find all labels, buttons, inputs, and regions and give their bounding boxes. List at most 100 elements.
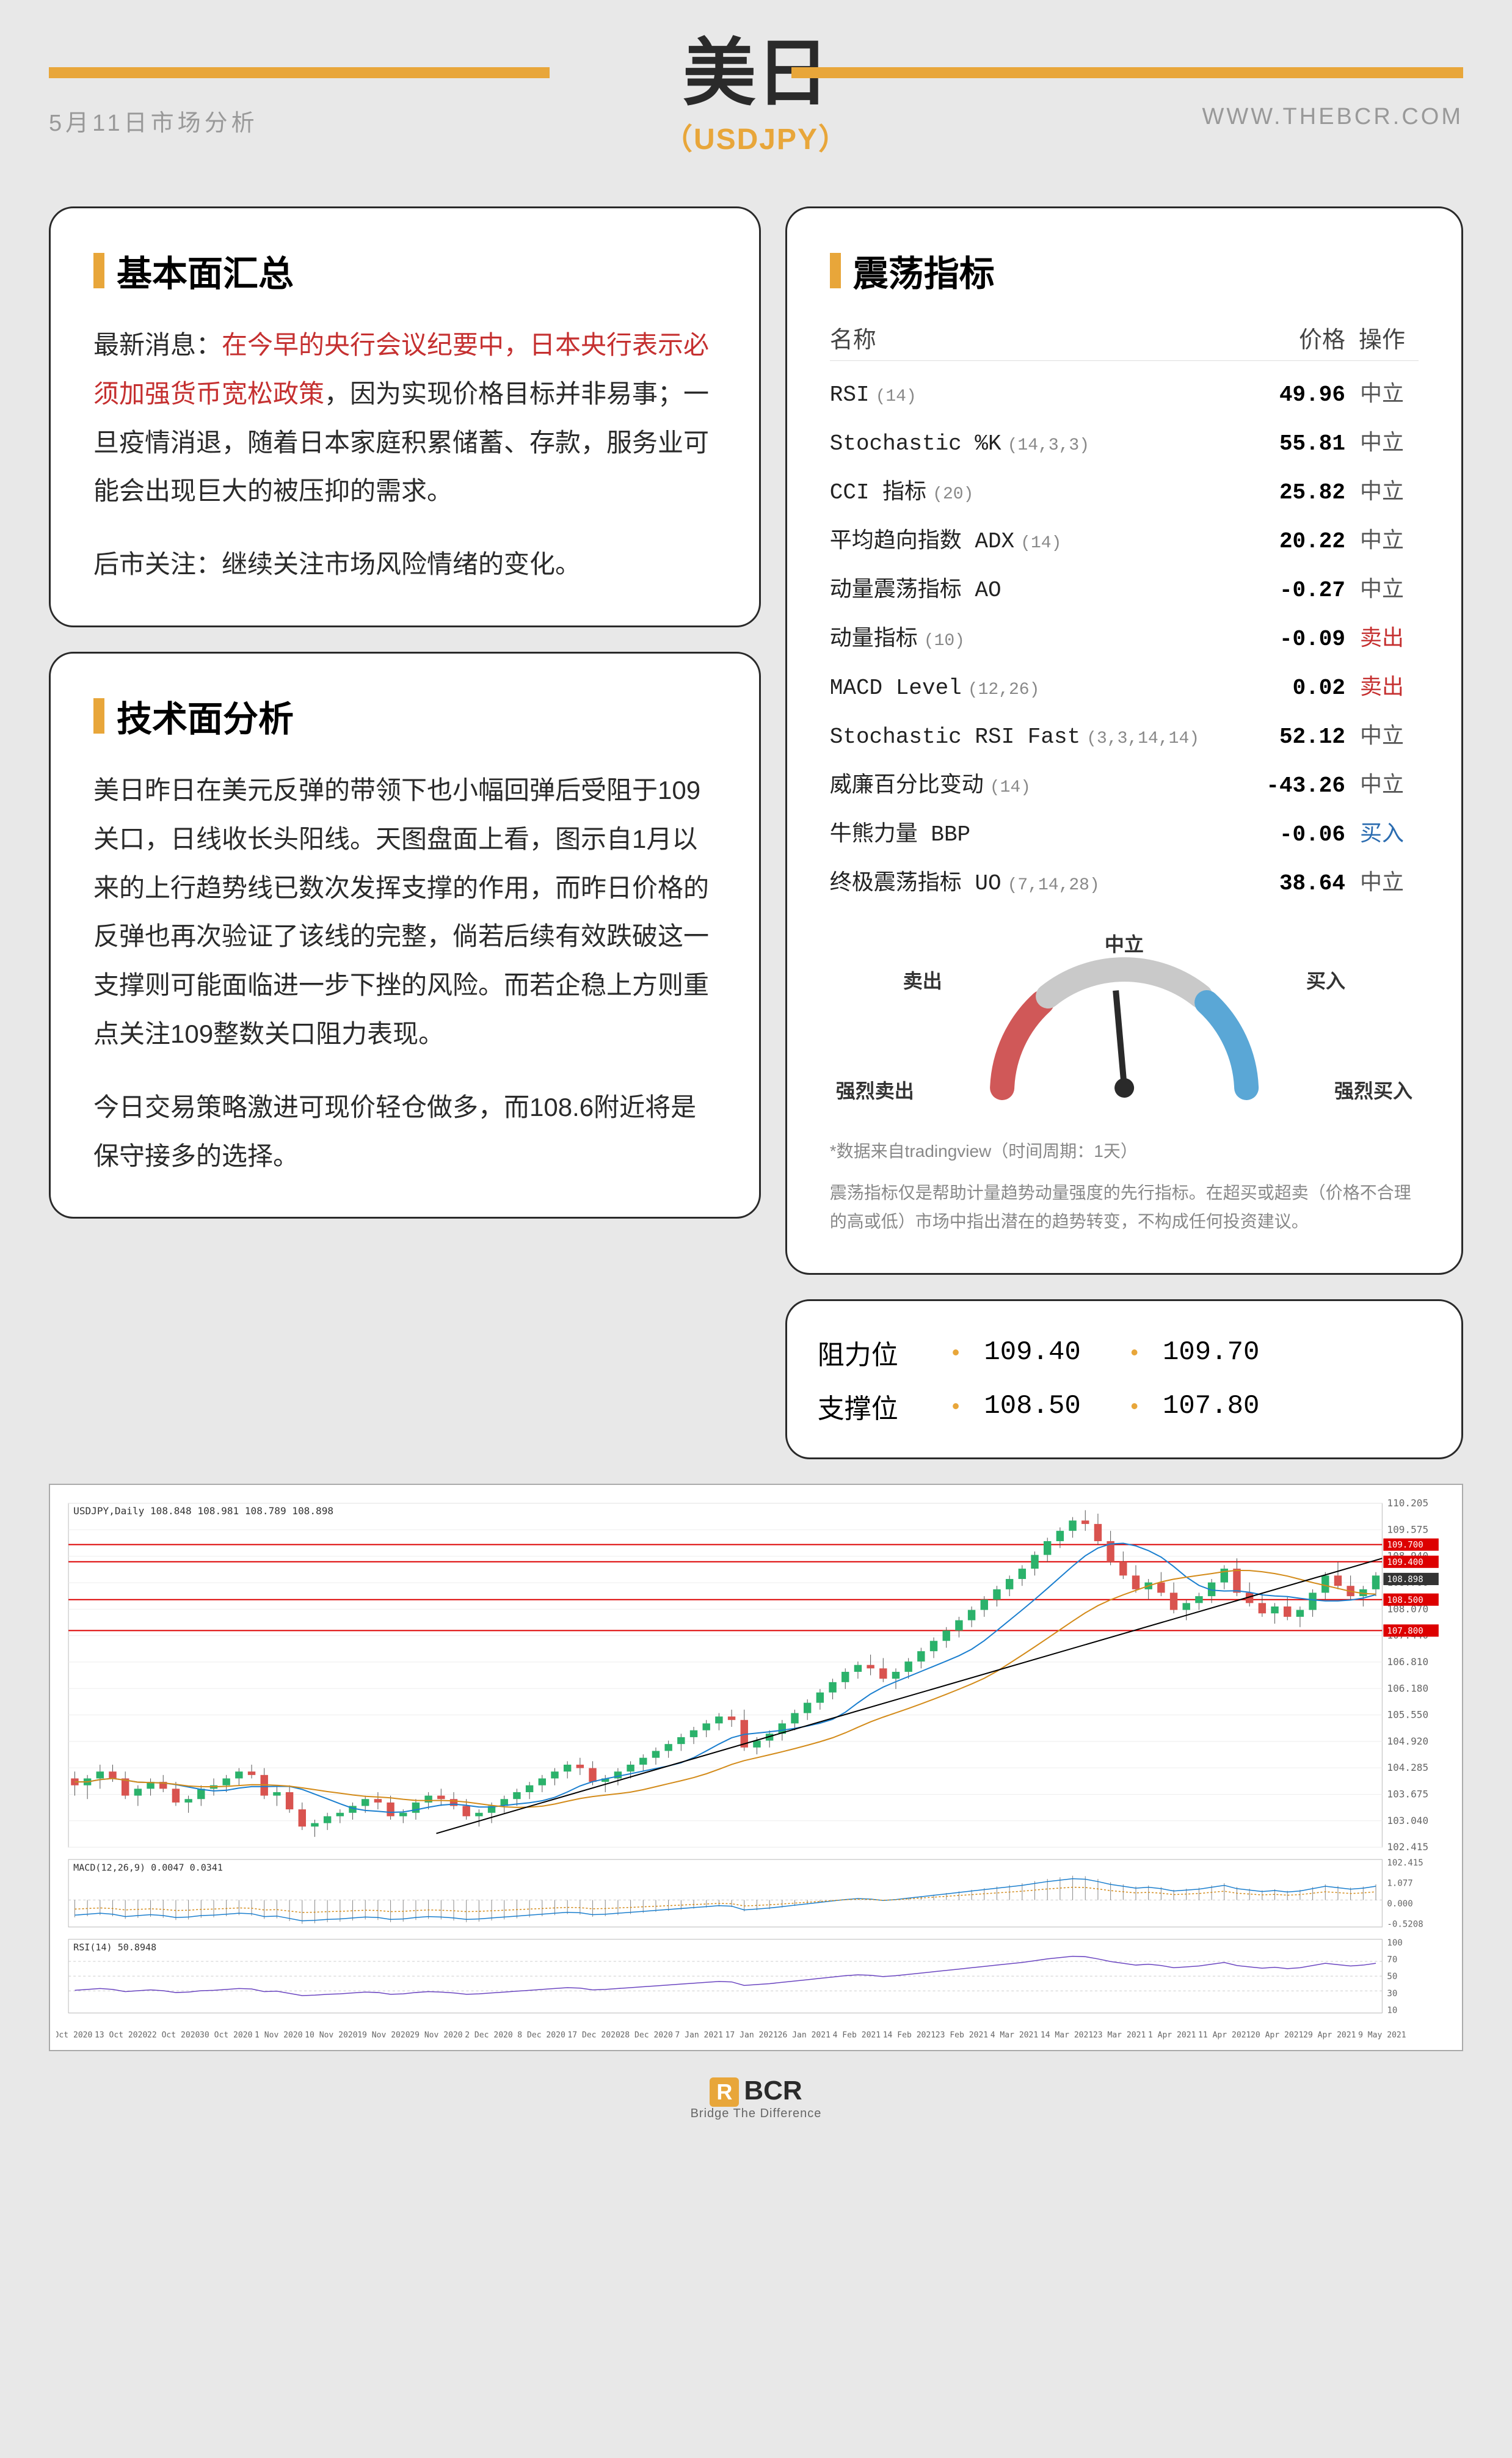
gauge-note1: *数据来自tradingview（时间周期：1天）	[830, 1137, 1419, 1166]
head-name: 名称	[830, 321, 1248, 354]
indicator-value: 25.82	[1248, 480, 1345, 505]
indicator-param: (14)	[876, 387, 917, 406]
svg-text:103.675: 103.675	[1387, 1788, 1428, 1800]
head-act: 操作	[1345, 321, 1419, 354]
indicator-row: 终极震荡指标 UO(7,14,28)38.64中立	[830, 856, 1419, 905]
indicator-action: 卖出	[1345, 669, 1419, 701]
indicator-action: 买入	[1345, 815, 1419, 847]
svg-text:30 Oct 2020: 30 Oct 2020	[200, 2030, 252, 2040]
fundamental-title-text: 基本面汇总	[117, 245, 294, 296]
indicator-name: Stochastic %K(14,3,3)	[830, 431, 1248, 456]
svg-text:4 Feb 2021: 4 Feb 2021	[833, 2030, 881, 2040]
svg-text:8 Dec 2020: 8 Dec 2020	[517, 2030, 565, 2040]
gauge-svg	[830, 929, 1419, 1125]
svg-text:-0.5208: -0.5208	[1387, 1920, 1423, 1930]
indicator-row: 平均趋向指数 ADX(14)20.22中立	[830, 514, 1419, 563]
svg-text:MACD(12,26,9) 0.0047 0.0341: MACD(12,26,9) 0.0047 0.0341	[73, 1862, 223, 1873]
indicator-row: RSI(14)49.96中立	[830, 367, 1419, 416]
technical-body: 美日昨日在美元反弹的带领下也小幅回弹后受阻于109关口，日线收长头阳线。天图盘面…	[93, 766, 716, 1180]
svg-text:19 Nov 2020: 19 Nov 2020	[357, 2030, 410, 2040]
indicator-name: 动量震荡指标 AO	[830, 571, 1248, 603]
svg-text:109.575: 109.575	[1387, 1523, 1428, 1535]
svg-text:4 Oct 2020: 4 Oct 2020	[56, 2030, 92, 2040]
price-chart: USDJPY,Daily 108.848 108.981 108.789 108…	[56, 1491, 1456, 2044]
indicator-row: 牛熊力量 BBP-0.06买入	[830, 807, 1419, 856]
svg-text:106.810: 106.810	[1387, 1656, 1428, 1668]
indicator-name: MACD Level(12,26)	[830, 676, 1248, 701]
indicator-row: 动量指标(10)-0.09卖出	[830, 611, 1419, 660]
fundamental-prefix: 最新消息：	[93, 330, 222, 359]
svg-text:26 Jan 2021: 26 Jan 2021	[778, 2030, 831, 2040]
gauge-label-buy: 买入	[1306, 966, 1345, 994]
title-bar-icon	[93, 698, 104, 734]
indicator-name: 威廉百分比变动(14)	[830, 767, 1248, 798]
footer-logo-icon: R	[710, 2077, 739, 2107]
indicator-action: 中立	[1345, 376, 1419, 407]
indicator-row: 威廉百分比变动(14)-43.26中立	[830, 758, 1419, 807]
svg-text:22 Oct 2020: 22 Oct 2020	[147, 2030, 200, 2040]
indicator-param: (20)	[932, 485, 973, 504]
bullet-icon: •	[952, 1340, 960, 1365]
main-grid: 基本面汇总 最新消息：在今早的央行会议纪要中，日本央行表示必须加强货币宽松政策，…	[49, 206, 1463, 1459]
fundamental-title: 基本面汇总	[93, 245, 716, 296]
technical-para2: 今日交易策略激进可现价轻仓做多，而108.6附近将是保守接多的选择。	[93, 1083, 716, 1181]
svg-text:10 Nov 2020: 10 Nov 2020	[305, 2030, 357, 2040]
indicator-param: (7,14,28)	[1008, 876, 1100, 895]
svg-text:9 May 2021: 9 May 2021	[1358, 2030, 1406, 2040]
header-accent-left	[49, 67, 550, 78]
indicator-row: MACD Level(12,26)0.02卖出	[830, 660, 1419, 709]
resistance-label: 阻力位	[818, 1333, 928, 1372]
indicator-param: (14)	[1020, 534, 1061, 553]
svg-text:109.400: 109.400	[1387, 1558, 1423, 1567]
oscillator-title: 震荡指标	[830, 245, 1419, 296]
svg-text:106.180: 106.180	[1387, 1682, 1428, 1694]
indicator-row: Stochastic RSI Fast(3,3,14,14)52.12中立	[830, 709, 1419, 758]
svg-text:107.800: 107.800	[1387, 1626, 1423, 1636]
svg-text:28 Dec 2020: 28 Dec 2020	[620, 2030, 672, 2040]
indicator-name: 平均趋向指数 ADX(14)	[830, 522, 1248, 554]
indicator-action: 卖出	[1345, 620, 1419, 652]
gauge-label-strong-sell: 强烈卖出	[836, 1076, 914, 1104]
svg-text:70: 70	[1387, 1955, 1397, 1964]
support-label: 支撑位	[818, 1387, 928, 1426]
title-bar-icon	[830, 253, 841, 288]
svg-text:10: 10	[1387, 2005, 1397, 2015]
technical-para1: 美日昨日在美元反弹的带领下也小幅回弹后受阻于109关口，日线收长头阳线。天图盘面…	[93, 766, 716, 1059]
indicator-value: 0.02	[1248, 676, 1345, 701]
svg-text:103.040: 103.040	[1387, 1815, 1428, 1826]
fundamental-para1: 最新消息：在今早的央行会议纪要中，日本央行表示必须加强货币宽松政策，因为实现价格…	[93, 321, 716, 516]
technical-card: 技术面分析 美日昨日在美元反弹的带领下也小幅回弹后受阻于109关口，日线收长头阳…	[49, 652, 761, 1219]
indicator-param: (14,3,3)	[1008, 436, 1089, 455]
svg-text:105.550: 105.550	[1387, 1709, 1428, 1720]
footer: RBCR Bridge The Difference	[49, 2076, 1463, 2121]
footer-tagline: Bridge The Difference	[49, 2107, 1463, 2121]
svg-text:104.920: 104.920	[1387, 1735, 1428, 1747]
header-url: WWW.THEBCR.COM	[1202, 104, 1463, 130]
svg-text:29 Nov 2020: 29 Nov 2020	[410, 2030, 462, 2040]
support-val-1: 108.50	[984, 1391, 1106, 1421]
resistance-row: 阻力位 • 109.40 • 109.70	[818, 1326, 1431, 1379]
bullet-icon: •	[1130, 1340, 1138, 1365]
page: 美日 （USDJPY） 5月11日市场分析 WWW.THEBCR.COM 基本面…	[0, 0, 1512, 2145]
svg-text:23 Feb 2021: 23 Feb 2021	[936, 2030, 988, 2040]
svg-text:1 Apr 2021: 1 Apr 2021	[1148, 2030, 1196, 2040]
svg-text:USDJPY,Daily 108.848 108.981 1: USDJPY,Daily 108.848 108.981 108.789 108…	[73, 1505, 333, 1517]
indicator-action: 中立	[1345, 522, 1419, 554]
indicator-action: 中立	[1345, 864, 1419, 896]
footer-brand: BCR	[744, 2076, 802, 2106]
bullet-icon: •	[1130, 1393, 1138, 1419]
indicator-value: -0.06	[1248, 822, 1345, 847]
svg-text:102.415: 102.415	[1387, 1841, 1428, 1853]
support-row: 支撑位 • 108.50 • 107.80	[818, 1379, 1431, 1433]
svg-text:17 Dec 2020: 17 Dec 2020	[567, 2030, 620, 2040]
header-date: 5月11日市场分析	[49, 104, 258, 137]
fundamental-para2: 后市关注：继续关注市场风险情绪的变化。	[93, 540, 716, 589]
indicator-name: RSI(14)	[830, 382, 1248, 407]
technical-title-text: 技术面分析	[117, 690, 294, 742]
indicator-table-head: 名称 价格 操作	[830, 321, 1419, 361]
svg-text:14 Mar 2021: 14 Mar 2021	[1041, 2030, 1093, 2040]
indicator-action: 中立	[1345, 425, 1419, 456]
indicator-value: 49.96	[1248, 382, 1345, 407]
bullet-icon: •	[952, 1393, 960, 1419]
svg-text:108.898: 108.898	[1387, 1575, 1423, 1585]
